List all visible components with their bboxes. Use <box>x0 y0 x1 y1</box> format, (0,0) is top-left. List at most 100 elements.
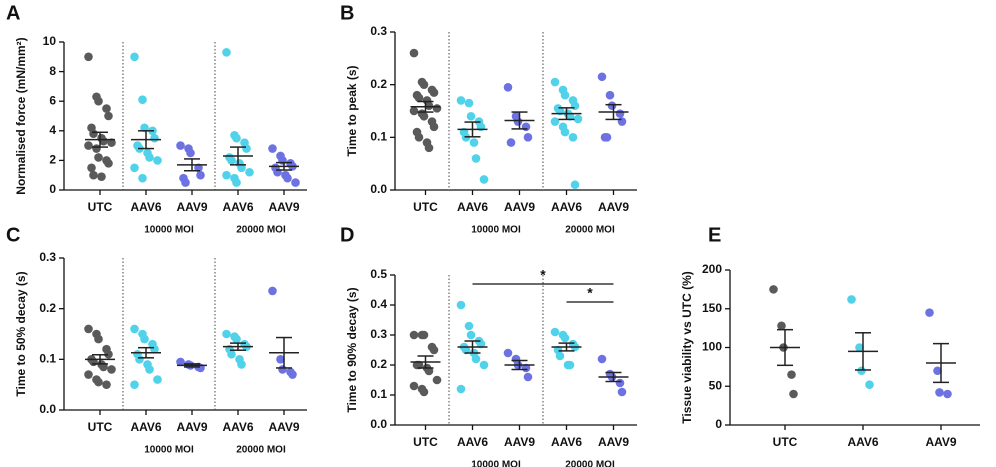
data-point <box>232 334 241 344</box>
data-point <box>925 308 934 317</box>
y-tick-label: 0.1 <box>370 130 387 144</box>
data-point <box>237 163 246 173</box>
panel-label: B <box>340 2 354 24</box>
data-point <box>150 133 159 143</box>
data-point <box>615 378 625 388</box>
y-axis-label: Tissue viability vs UTC (%) <box>680 271 694 424</box>
group-label: 10000 MOI <box>144 225 194 236</box>
data-point <box>943 389 952 399</box>
data-point <box>84 52 93 62</box>
data-point <box>130 380 139 389</box>
data-point <box>176 357 185 367</box>
x-tick-label: AAV9 <box>176 200 207 214</box>
y-tick-label: 0.0 <box>370 182 387 196</box>
data-point <box>145 153 154 162</box>
data-point <box>568 133 578 142</box>
panel-label: E <box>708 224 721 246</box>
data-point <box>153 156 162 165</box>
data-point <box>419 330 429 340</box>
data-point <box>469 138 479 147</box>
data-point <box>464 321 474 331</box>
y-tick-label: 0 <box>715 417 722 431</box>
y-tick-label: 200 <box>702 262 722 276</box>
y-tick-label: 6 <box>49 93 56 107</box>
data-point <box>456 96 466 105</box>
y-tick-label: 0.3 <box>370 24 387 38</box>
data-point <box>140 123 149 133</box>
data-point <box>419 80 429 89</box>
data-point <box>615 109 625 118</box>
x-tick-label: AAV6 <box>457 200 488 214</box>
y-tick-label: 0.1 <box>39 352 56 366</box>
data-point <box>555 351 565 361</box>
x-tick-label: AAV9 <box>598 200 629 214</box>
data-point <box>89 170 98 180</box>
data-point <box>186 148 195 158</box>
data-point <box>130 52 139 62</box>
group-label: 10000 MOI <box>471 225 521 236</box>
data-point <box>414 133 424 142</box>
data-point <box>597 72 607 82</box>
y-tick-label: 2 <box>49 153 56 167</box>
group-label: 10000 MOI <box>471 460 521 467</box>
data-point <box>102 104 111 113</box>
data-point <box>560 127 570 137</box>
y-axis-label: Normalised force (mN/mm²) <box>14 37 28 194</box>
data-point <box>847 295 856 304</box>
data-point <box>471 154 481 163</box>
data-point <box>429 345 439 355</box>
data-point <box>617 117 627 126</box>
data-point <box>222 48 231 57</box>
y-axis-label: Time to 50% decay (s) <box>14 271 28 396</box>
data-point <box>227 156 236 165</box>
data-point <box>570 180 580 190</box>
data-point <box>104 111 113 121</box>
y-tick-label: 8 <box>49 64 56 78</box>
group-label: 10000 MOI <box>144 445 194 456</box>
data-point <box>789 389 798 399</box>
data-point <box>424 143 434 153</box>
x-tick-label: UTC <box>88 420 113 434</box>
group-label: 20000 MOI <box>565 460 615 467</box>
x-tick-label: UTC <box>413 200 438 214</box>
y-tick-label: 50 <box>709 378 723 392</box>
data-point <box>471 354 481 364</box>
data-point <box>222 170 231 180</box>
significance-label: * <box>540 267 546 283</box>
data-point <box>291 178 300 187</box>
significance-label: * <box>587 285 593 301</box>
data-point <box>107 365 116 374</box>
data-point <box>560 90 570 100</box>
data-point <box>84 141 93 150</box>
x-tick-label: AAV6 <box>847 435 878 449</box>
data-point <box>602 133 612 142</box>
data-point <box>855 343 864 352</box>
data-point <box>769 285 778 294</box>
y-tick-label: 0.3 <box>370 327 387 341</box>
data-point <box>857 366 866 376</box>
y-tick-label: 0.3 <box>39 250 56 264</box>
data-point <box>138 173 147 183</box>
y-tick-label: 0.2 <box>370 77 387 91</box>
x-tick-label: AAV6 <box>222 420 253 434</box>
x-tick-label: UTC <box>88 200 113 214</box>
data-point <box>605 90 615 100</box>
data-point <box>135 355 144 364</box>
data-point <box>176 141 185 150</box>
data-point <box>456 300 466 310</box>
data-point <box>560 333 570 343</box>
y-tick-label: 0.4 <box>370 297 387 311</box>
x-tick-label: AAV9 <box>176 420 207 434</box>
data-point <box>107 138 116 147</box>
data-point <box>414 93 424 103</box>
x-tick-label: UTC <box>413 435 438 449</box>
panel-label: A <box>6 2 20 24</box>
data-point <box>464 98 474 108</box>
data-point <box>288 370 297 379</box>
data-point <box>550 77 560 87</box>
data-point <box>89 129 98 139</box>
data-point <box>268 144 277 153</box>
data-point <box>933 366 942 376</box>
panel-label: C <box>6 224 20 246</box>
